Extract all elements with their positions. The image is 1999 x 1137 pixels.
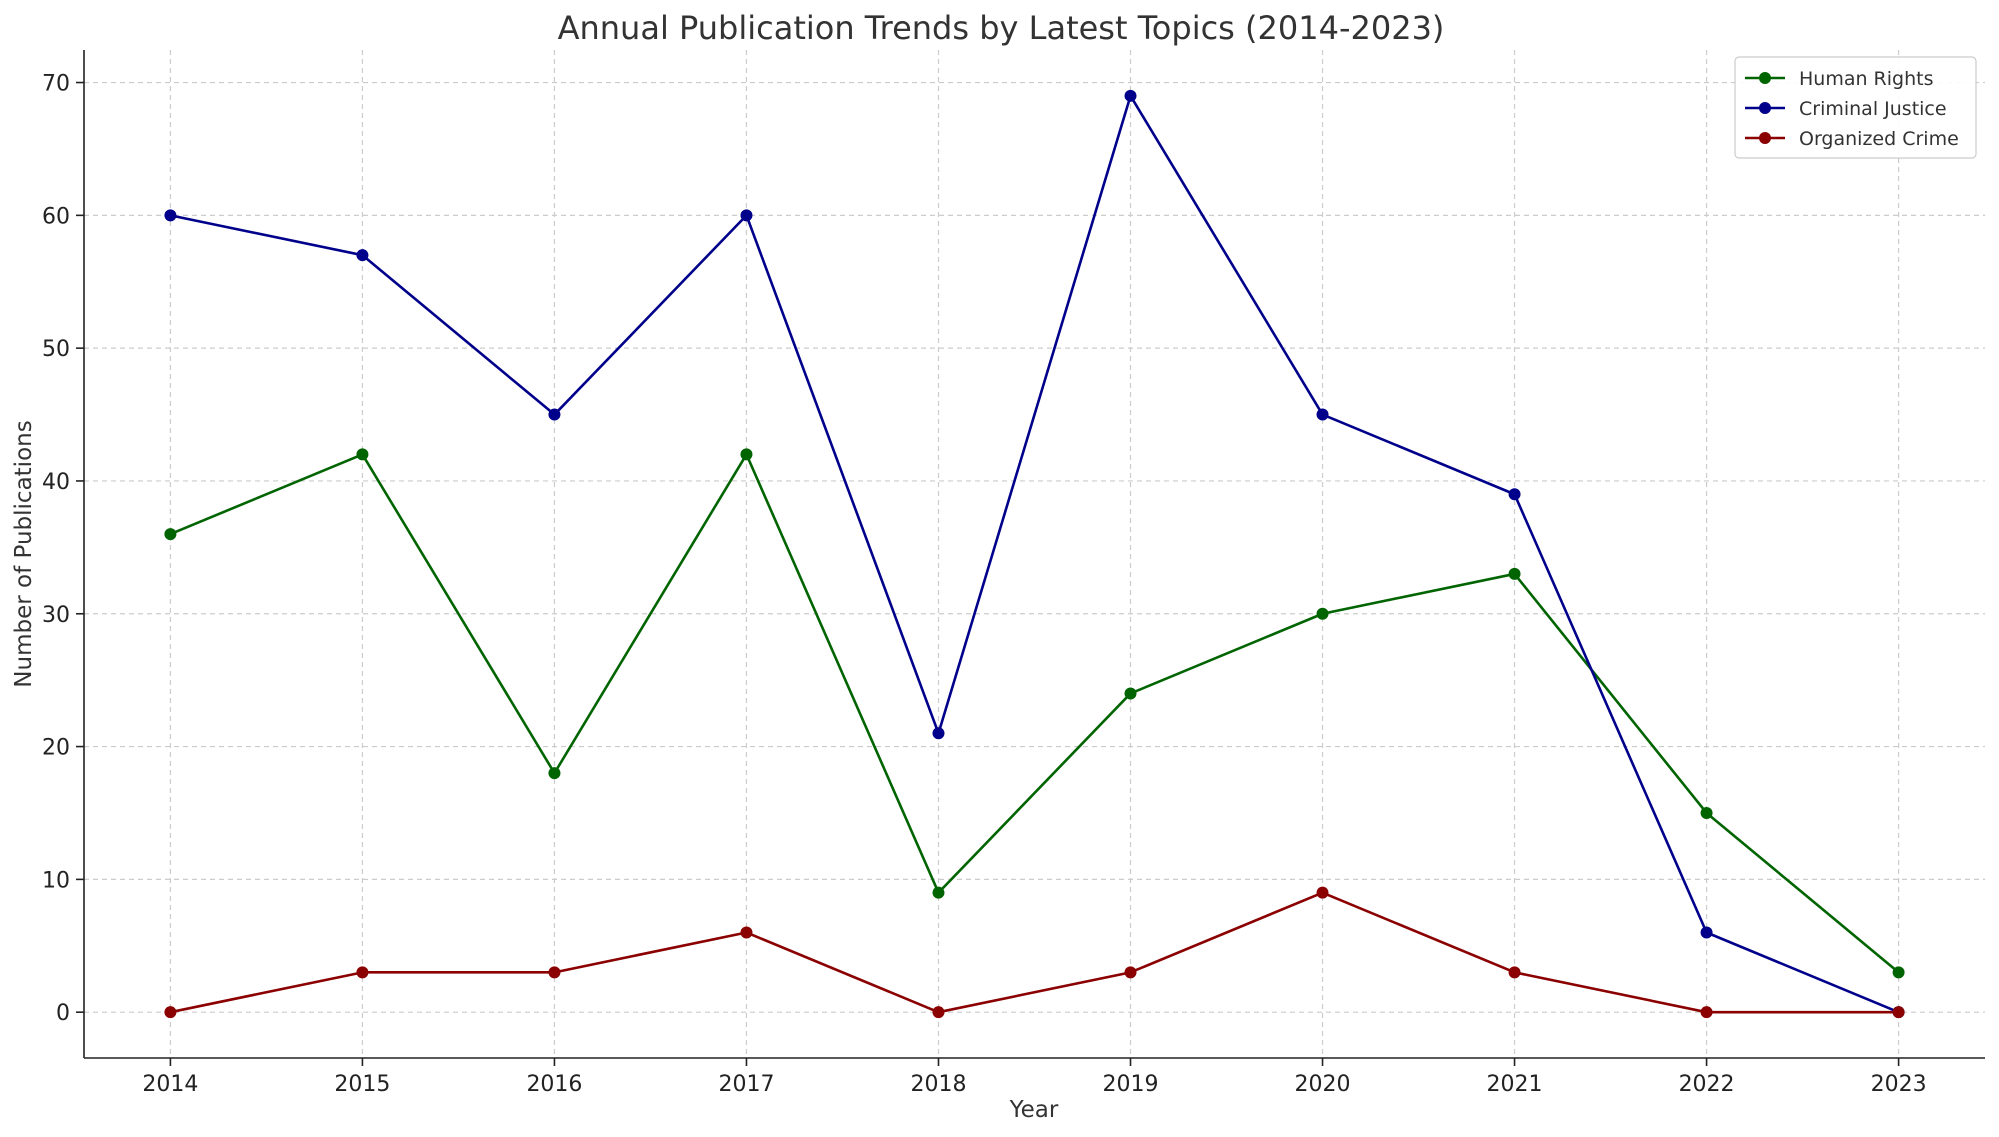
legend-swatch-marker [1759,72,1771,84]
data-point [1892,966,1905,979]
data-point [1316,607,1329,620]
data-point [1316,408,1329,421]
x-tick-label: 2014 [142,1072,198,1097]
y-tick-label: 70 [42,72,70,97]
series-group [164,89,1905,1019]
data-point [164,209,177,222]
series-line [169,453,1900,974]
data-point [1508,488,1521,501]
data-point [932,727,945,740]
series-line [170,891,1899,1014]
data-point [740,926,753,939]
y-axis-label: Number of Publications [11,420,37,687]
data-point [1124,966,1137,979]
data-point [932,886,945,899]
data-point [1508,966,1521,979]
x-tick-label: 2016 [526,1072,582,1097]
legend-entry-label: Organized Crime [1799,128,1959,150]
legend-swatch-marker [1759,132,1771,144]
data-point [1700,806,1713,819]
data-point [548,966,561,979]
axes [83,50,1985,1059]
series-group [164,448,1905,979]
data-point [932,1006,945,1019]
y-tick-label: 60 [42,204,70,229]
x-axis-ticks: 2014 2015 2016 2017 2018 2019 2020 2021 2022 2023 [142,1058,1927,1097]
legend-box [1734,56,1977,159]
data-point [1124,89,1137,102]
x-tick-label: 2021 [1487,1072,1543,1097]
data-point [164,528,177,541]
series-line [170,94,1900,1014]
x-tick-label: 2022 [1679,1072,1735,1097]
x-tick-label: 2015 [334,1072,390,1097]
data-point [548,767,561,780]
y-tick-label: 20 [42,736,70,761]
data-point [1316,886,1329,899]
data-point [1124,687,1137,700]
x-axis-label: Year [1009,1097,1059,1123]
legend-entry-label: Criminal Justice [1799,98,1947,120]
series-group [164,886,1905,1019]
x-tick-label: 2018 [910,1072,966,1097]
data-point [164,1006,177,1019]
data-point [1700,926,1713,939]
y-axis-ticks: 0 10 20 30 40 50 60 70 [42,72,84,1026]
data-point [1700,1006,1713,1019]
x-tick-label: 2020 [1295,1072,1351,1097]
data-point [356,249,369,262]
x-tick-label: 2023 [1871,1072,1927,1097]
data-point [1508,567,1521,580]
x-tick-label: 2017 [718,1072,774,1097]
data-point [548,408,561,421]
data-point [356,966,369,979]
y-tick-label: 0 [56,1001,70,1026]
data-point [1892,1006,1905,1019]
y-tick-label: 40 [42,470,70,495]
legend: Human Rights Criminal Justice Organized Cr… [1734,56,1977,159]
x-tick-label: 2019 [1103,1072,1159,1097]
data-point [740,448,753,461]
grid [84,50,1985,1058]
chart-title: Annual Publication Trends by Latest Topi… [558,9,1445,47]
y-tick-label: 30 [42,603,70,628]
data-point [740,209,753,222]
legend-entry-label: Human Rights [1799,68,1934,90]
y-tick-label: 50 [42,337,70,362]
legend-swatch-marker [1759,102,1771,114]
y-tick-label: 10 [42,868,70,893]
series-group [164,89,1905,1019]
data-point [356,448,369,461]
